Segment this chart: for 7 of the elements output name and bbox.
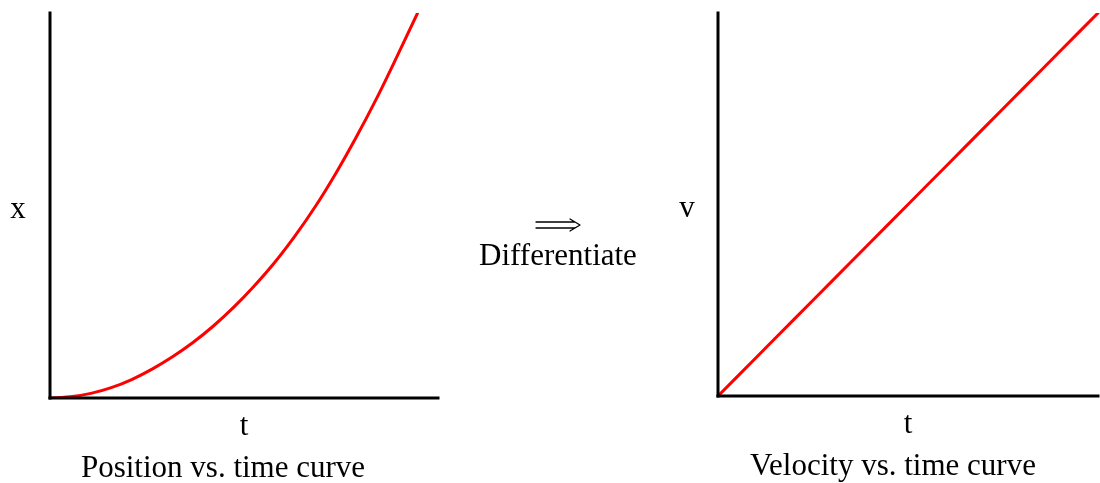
y-axis-title: x — [10, 189, 27, 225]
y-axis-title: v — [679, 188, 696, 224]
text: Position vs. time curve — [79, 449, 367, 483]
x-axis-title: t — [903, 405, 913, 440]
x-axis-title: t — [239, 407, 249, 442]
text: Velocity vs. time curve — [749, 447, 1037, 482]
text: Differentiate — [478, 237, 638, 272]
